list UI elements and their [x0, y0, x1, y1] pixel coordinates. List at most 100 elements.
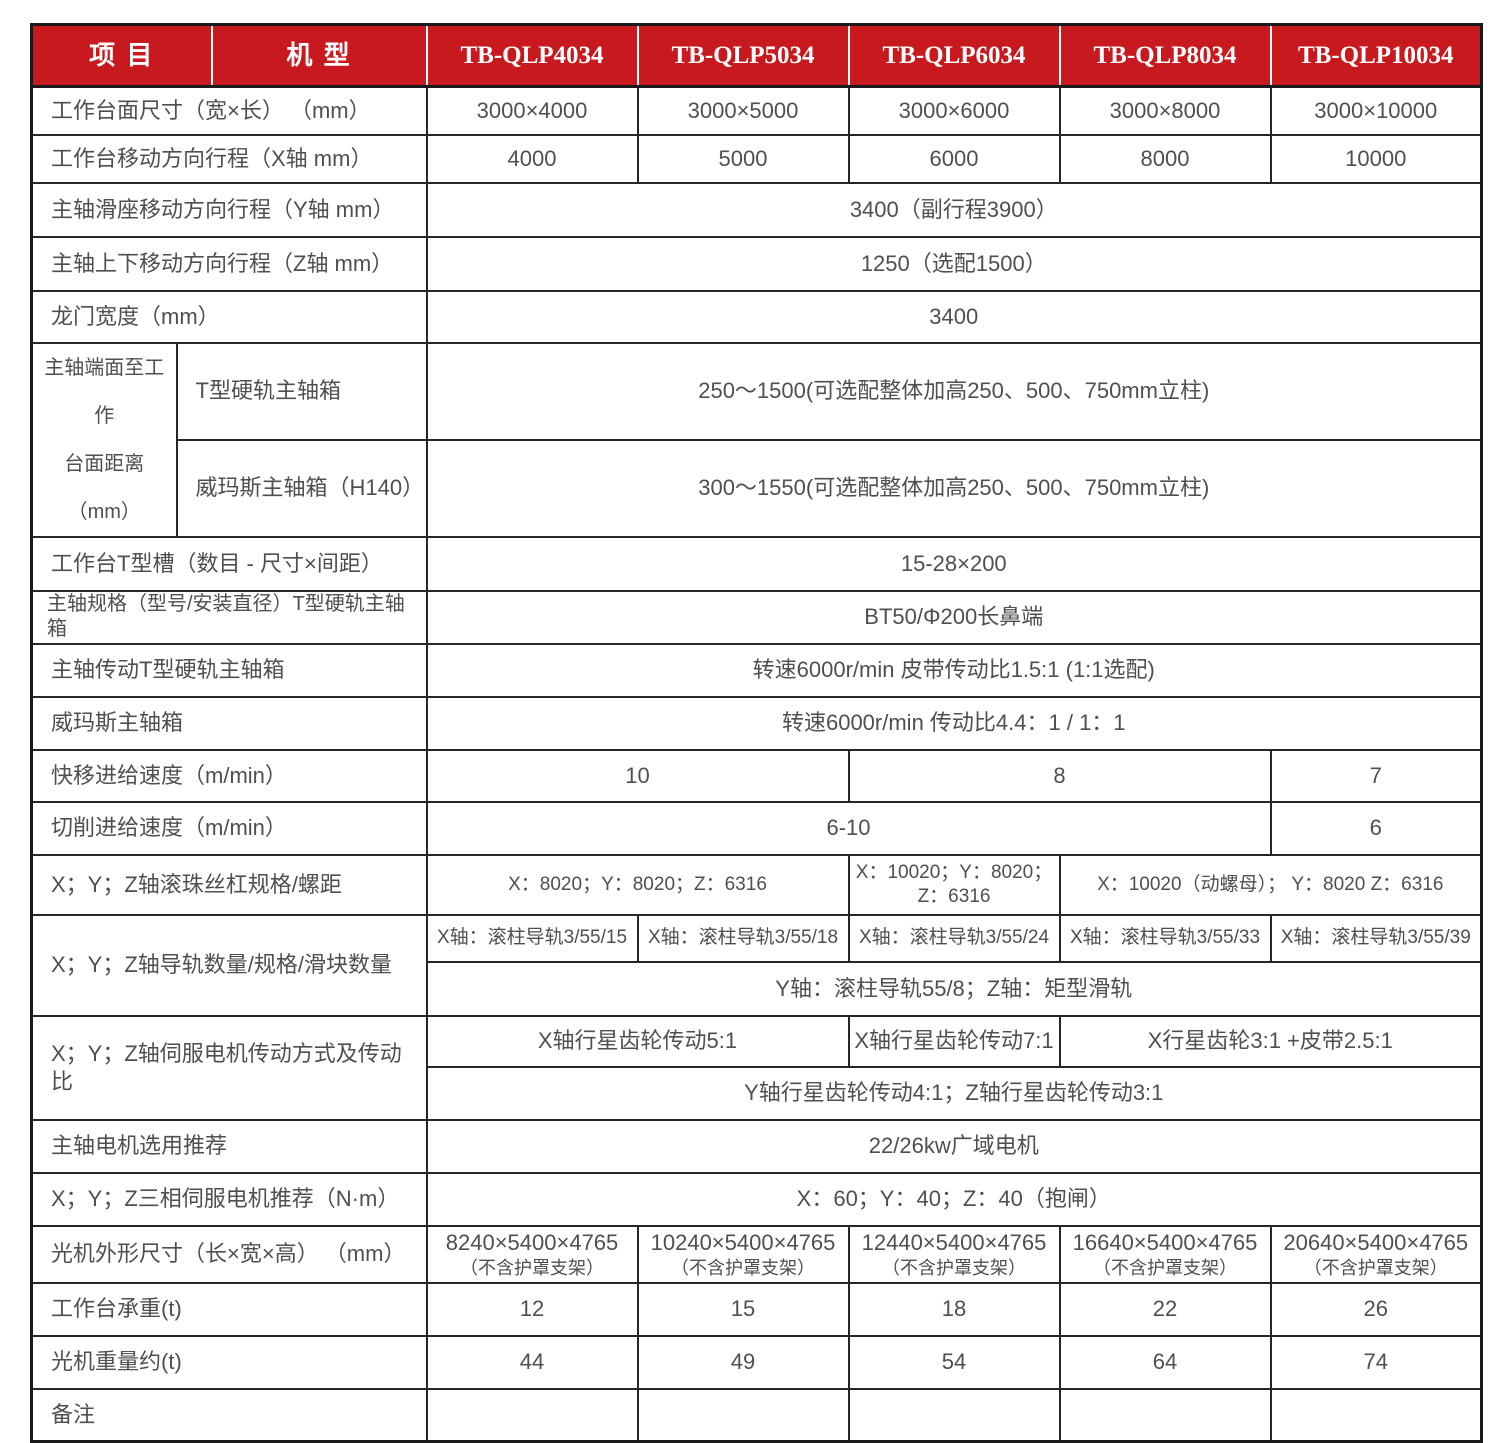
cell-dimensions: 20640×5400×4765 （不含护罩支架）	[1269, 1224, 1483, 1284]
row-label-t-slot: 工作台T型槽（数目 - 尺寸×间距）	[30, 535, 428, 592]
cell-load-capacity: 12	[425, 1281, 639, 1337]
cell-x-travel: 10000	[1269, 133, 1483, 184]
cell-remark	[425, 1387, 639, 1443]
table-row: X；Y；Z轴伺服电机传动方式及传动比 X轴行星齿轮传动5:1 X轴行星齿轮传动7…	[30, 1014, 1483, 1121]
cell-servo-drive-x: X行星齿轮3:1 +皮带2.5:1	[1058, 1014, 1483, 1068]
row-label-machine-weight: 光机重量约(t)	[30, 1334, 428, 1390]
cell-table-size: 3000×5000	[636, 85, 850, 136]
cell-dimensions: 16640×5400×4765 （不含护罩支架）	[1058, 1224, 1272, 1284]
cell-y-travel: 3400（副行程3900）	[425, 181, 1483, 238]
table-row: X；Y；Z轴滚珠丝杠规格/螺距 X：8020；Y：8020；Z：6316 X：1…	[30, 853, 1483, 916]
row-label-servo-drive: X；Y；Z轴伺服电机传动方式及传动比	[30, 1014, 428, 1121]
spec-table: 项 目 机 型 TB-QLP4034 TB-QLP5034 TB-QLP6034…	[30, 23, 1484, 1443]
cell-ballscrew: X：8020；Y：8020；Z：6316	[425, 853, 850, 916]
dimension-value: 10240×5400×4765	[650, 1229, 836, 1255]
row-label-dimensions: 光机外形尺寸（长×宽×高） （mm）	[30, 1224, 428, 1284]
table-row: 威玛斯主轴箱（H140） 300～1550(可选配整体加高250、500、750…	[32, 438, 1483, 538]
cell-table-size: 3000×8000	[1058, 85, 1272, 136]
cell-servo-drive-yz: Y轴行星齿轮传动4:1；Z轴行星齿轮传动3:1	[425, 1065, 1483, 1121]
cell-dimensions: 10240×5400×4765 （不含护罩支架）	[636, 1224, 850, 1284]
cell-guide-rail-x: X轴：滚柱导轨3/55/18	[636, 913, 850, 963]
table-row: 主轴端面至工作 台面距离（mm） T型硬轨主轴箱 250～1500(可选配整体加…	[30, 341, 1483, 538]
model-column-header: TB-QLP5034	[636, 23, 850, 88]
row-label-table-size: 工作台面尺寸（宽×长） （mm）	[30, 85, 428, 136]
cell-machine-weight: 54	[847, 1334, 1061, 1390]
row-label-servo-motor: X；Y；Z三相伺服电机推荐（N·m）	[30, 1171, 428, 1227]
row-label-spindle-motor: 主轴电机选用推荐	[30, 1118, 428, 1174]
cell-machine-weight: 49	[636, 1334, 850, 1390]
cell-spindle-spec: BT50/Φ200长鼻端	[425, 589, 1483, 645]
dimension-value: 16640×5400×4765	[1072, 1229, 1258, 1255]
cell-ballscrew: X：10020（动螺母）； Y：8020 Z：6316	[1058, 853, 1483, 916]
cell-table-size: 3000×10000	[1269, 85, 1483, 136]
cell-servo-drive-x: X轴行星齿轮传动7:1	[847, 1014, 1061, 1068]
cell-guide-rail-x: X轴：滚柱导轨3/55/33	[1058, 913, 1272, 963]
table-row: 主轴上下移动方向行程（Z轴 mm） 1250（选配1500）	[30, 235, 1483, 292]
spindle-distance-label-line2: 台面距离（mm）	[64, 452, 145, 523]
cell-load-capacity: 15	[636, 1281, 850, 1337]
cell-load-capacity: 18	[847, 1281, 1061, 1337]
model-column-header: TB-QLP4034	[425, 23, 639, 88]
cell-x-travel: 8000	[1058, 133, 1272, 184]
cell-remark	[1269, 1387, 1483, 1443]
cell-x-travel: 6000	[847, 133, 1061, 184]
cell-table-size: 3000×4000	[425, 85, 639, 136]
dimension-note: （不含护罩支架）	[671, 1258, 816, 1278]
cell-spindle-distance-weimas: 300～1550(可选配整体加高250、500、750mm立柱)	[425, 438, 1483, 538]
cell-t-slot: 15-28×200	[425, 535, 1483, 592]
header-item: 项 目	[30, 23, 213, 88]
cell-z-travel: 1250（选配1500）	[425, 235, 1483, 292]
cell-guide-rail-x: X轴：滚柱导轨3/55/24	[847, 913, 1061, 963]
table-row: 切削进给速度（m/min） 6-10 6	[30, 800, 1483, 856]
row-label-gantry-width: 龙门宽度（mm）	[30, 289, 428, 344]
model-column-header: TB-QLP6034	[847, 23, 1061, 88]
cell-machine-weight: 64	[1058, 1334, 1272, 1390]
dimension-note: （不含护罩支架）	[1303, 1258, 1448, 1278]
cell-rapid-feed: 10	[425, 748, 850, 803]
table-row: 光机重量约(t) 44 49 54 64 74	[30, 1334, 1483, 1390]
cell-servo-motor: X：60；Y：40；Z：40（抱闸）	[425, 1171, 1483, 1227]
dimension-value: 20640×5400×4765	[1283, 1229, 1469, 1255]
table-row: 主轴电机选用推荐 22/26kw广域电机	[30, 1118, 1483, 1174]
row-label-remark: 备注	[30, 1387, 428, 1443]
cell-rapid-feed: 8	[847, 748, 1272, 803]
row-label-cutting-feed: 切削进给速度（m/min）	[30, 800, 428, 856]
cell-x-travel: 5000	[636, 133, 850, 184]
row-label-spindle-distance: 主轴端面至工作 台面距离（mm）	[30, 341, 178, 538]
table-row: 工作台移动方向行程（X轴 mm） 4000 5000 6000 8000 100…	[30, 133, 1483, 184]
table-row: X；Y；Z三相伺服电机推荐（N·m） X：60；Y：40；Z：40（抱闸）	[30, 1171, 1483, 1227]
table-row: 龙门宽度（mm） 3400	[30, 289, 1483, 344]
cell-ballscrew: X：10020；Y：8020；Z：6316	[847, 853, 1061, 916]
cell-machine-weight: 74	[1269, 1334, 1483, 1390]
row-label-guide-rail: X；Y；Z轴导轨数量/规格/滑块数量	[30, 913, 428, 1017]
row-label-spindle-drive: 主轴传动T型硬轨主轴箱	[30, 642, 428, 698]
cell-remark	[847, 1387, 1061, 1443]
dimension-value: 12440×5400×4765	[861, 1229, 1047, 1255]
cell-machine-weight: 44	[425, 1334, 639, 1390]
cell-dimensions: 8240×5400×4765 （不含护罩支架）	[425, 1224, 639, 1284]
row-label-load-capacity: 工作台承重(t)	[30, 1281, 428, 1337]
dimension-value: 8240×5400×4765	[445, 1229, 619, 1255]
table-row: 威玛斯主轴箱 转速6000r/min 传动比4.4：1 / 1：1	[30, 695, 1483, 751]
cell-spindle-distance-t-type: 250～1500(可选配整体加高250、500、750mm立柱)	[425, 341, 1483, 441]
table-row: 工作台T型槽（数目 - 尺寸×间距） 15-28×200	[30, 535, 1483, 592]
row-label-rapid-feed: 快移进给速度（m/min）	[30, 748, 428, 803]
table-row: 工作台面尺寸（宽×长） （mm） 3000×4000 3000×5000 300…	[30, 85, 1483, 136]
cell-gantry-width: 3400	[425, 289, 1483, 344]
row-label-z-travel: 主轴上下移动方向行程（Z轴 mm）	[30, 235, 428, 292]
table-row: 备注	[30, 1387, 1483, 1443]
cell-remark	[1058, 1387, 1272, 1443]
table-row: X；Y；Z轴导轨数量/规格/滑块数量 X轴：滚柱导轨3/55/15 X轴：滚柱导…	[30, 913, 1483, 1017]
cell-spindle-motor: 22/26kw广域电机	[425, 1118, 1483, 1174]
model-column-header: TB-QLP8034	[1058, 23, 1272, 88]
table-row: 主轴滑座移动方向行程（Y轴 mm） 3400（副行程3900）	[30, 181, 1483, 238]
table-row: Y轴行星齿轮传动4:1；Z轴行星齿轮传动3:1	[32, 1065, 1483, 1121]
cell-rapid-feed: 7	[1269, 748, 1483, 803]
cell-weimas-spindle-drive: 转速6000r/min 传动比4.4：1 / 1：1	[425, 695, 1483, 751]
table-row: 快移进给速度（m/min） 10 8 7	[30, 748, 1483, 803]
table-row: 工作台承重(t) 12 15 18 22 26	[30, 1281, 1483, 1337]
model-column-header: TB-QLP10034	[1269, 23, 1483, 88]
table-row: Y轴：滚柱导轨55/8；Z轴：矩型滑轨	[32, 960, 1483, 1017]
row-label-x-travel: 工作台移动方向行程（X轴 mm）	[30, 133, 428, 184]
row-label-y-travel: 主轴滑座移动方向行程（Y轴 mm）	[30, 181, 428, 238]
